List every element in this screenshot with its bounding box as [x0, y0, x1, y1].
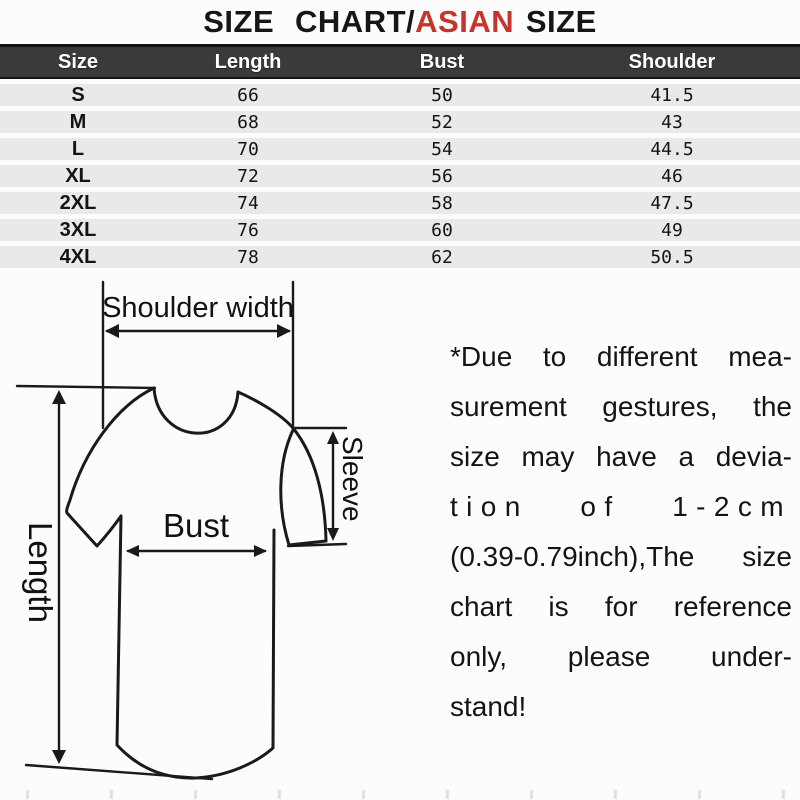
note-line: only, please under-: [450, 641, 792, 672]
cell-size: S: [71, 83, 85, 106]
table-row: L 70 54 44.5: [0, 138, 800, 160]
cell-bust: 58: [431, 192, 453, 214]
length-tick-bottom: [24, 763, 214, 781]
title-left: SIZE CHART/: [203, 4, 416, 39]
table-row: 4XL 78 62 50.5: [0, 246, 800, 268]
cell-length: 68: [237, 111, 259, 133]
sleeve-label: Sleeve: [337, 436, 368, 522]
cell-length: 70: [237, 138, 259, 160]
column-header-length: Length: [214, 50, 282, 73]
cell-size: L: [71, 137, 85, 160]
cell-bust: 54: [431, 138, 453, 160]
cell-size: 3XL: [59, 218, 97, 241]
sleeve-tick-bottom: [286, 542, 348, 548]
cell-bust: 50: [431, 84, 453, 106]
cropped-text-marks: [26, 790, 796, 799]
note-line: size may have a devia-: [450, 441, 792, 472]
cell-length: 72: [237, 165, 259, 187]
title-right: SIZE: [525, 4, 597, 39]
cell-shoulder: 47.5: [650, 192, 694, 214]
shoulder-width-label: Shoulder width: [102, 292, 294, 324]
cell-size: 4XL: [59, 245, 97, 268]
length-tick-top: [15, 384, 157, 390]
cell-length: 66: [237, 84, 259, 106]
cell-shoulder: 49: [661, 219, 683, 241]
table-row: 3XL 76 60 49: [0, 219, 800, 241]
cell-length: 74: [237, 192, 259, 214]
arrowheads: [52, 324, 339, 764]
cell-shoulder: 41.5: [650, 84, 694, 106]
cell-length: 78: [237, 246, 259, 268]
note-line: surement gestures, the: [450, 391, 792, 422]
table-row: 2XL 74 58 47.5: [0, 192, 800, 214]
note-line: *Due to different mea-: [450, 341, 792, 372]
cell-shoulder: 50.5: [650, 246, 694, 268]
column-header-shoulder: Shoulder: [628, 50, 716, 73]
cell-shoulder: 46: [661, 165, 683, 187]
cell-size: 2XL: [59, 191, 97, 214]
measurement-note: *Due to different mea- surement gestures…: [450, 332, 792, 732]
size-table: Size Length Bust Shoulder S 66 50 41.5 M…: [0, 44, 800, 268]
table-header-row: Size Length Bust Shoulder: [0, 44, 800, 79]
column-header-bust: Bust: [419, 50, 465, 73]
tshirt-outline: [65, 386, 328, 780]
cell-length: 76: [237, 219, 259, 241]
cell-shoulder: 44.5: [650, 138, 694, 160]
note-line: stand!: [450, 691, 527, 722]
length-label: Length: [22, 522, 59, 623]
column-header-size: Size: [57, 50, 99, 73]
note-line: chart is for reference: [450, 591, 792, 622]
cell-bust: 56: [431, 165, 453, 187]
bust-label: Bust: [163, 507, 229, 544]
cell-bust: 52: [431, 111, 453, 133]
table-row: XL 72 56 46: [0, 165, 800, 187]
cell-size: M: [69, 110, 87, 133]
cell-bust: 62: [431, 246, 453, 268]
table-row: S 66 50 41.5: [0, 84, 800, 106]
table-row: M 68 52 43: [0, 111, 800, 133]
cell-size: XL: [65, 164, 91, 187]
cell-bust: 60: [431, 219, 453, 241]
page-title: SIZE CHART/ASIAN SIZE: [0, 4, 800, 40]
note-line: tion of 1-2cm: [450, 491, 792, 522]
cell-shoulder: 43: [661, 111, 683, 133]
title-highlight: ASIAN: [415, 4, 515, 39]
note-line: (0.39-0.79inch),The size: [450, 541, 792, 572]
